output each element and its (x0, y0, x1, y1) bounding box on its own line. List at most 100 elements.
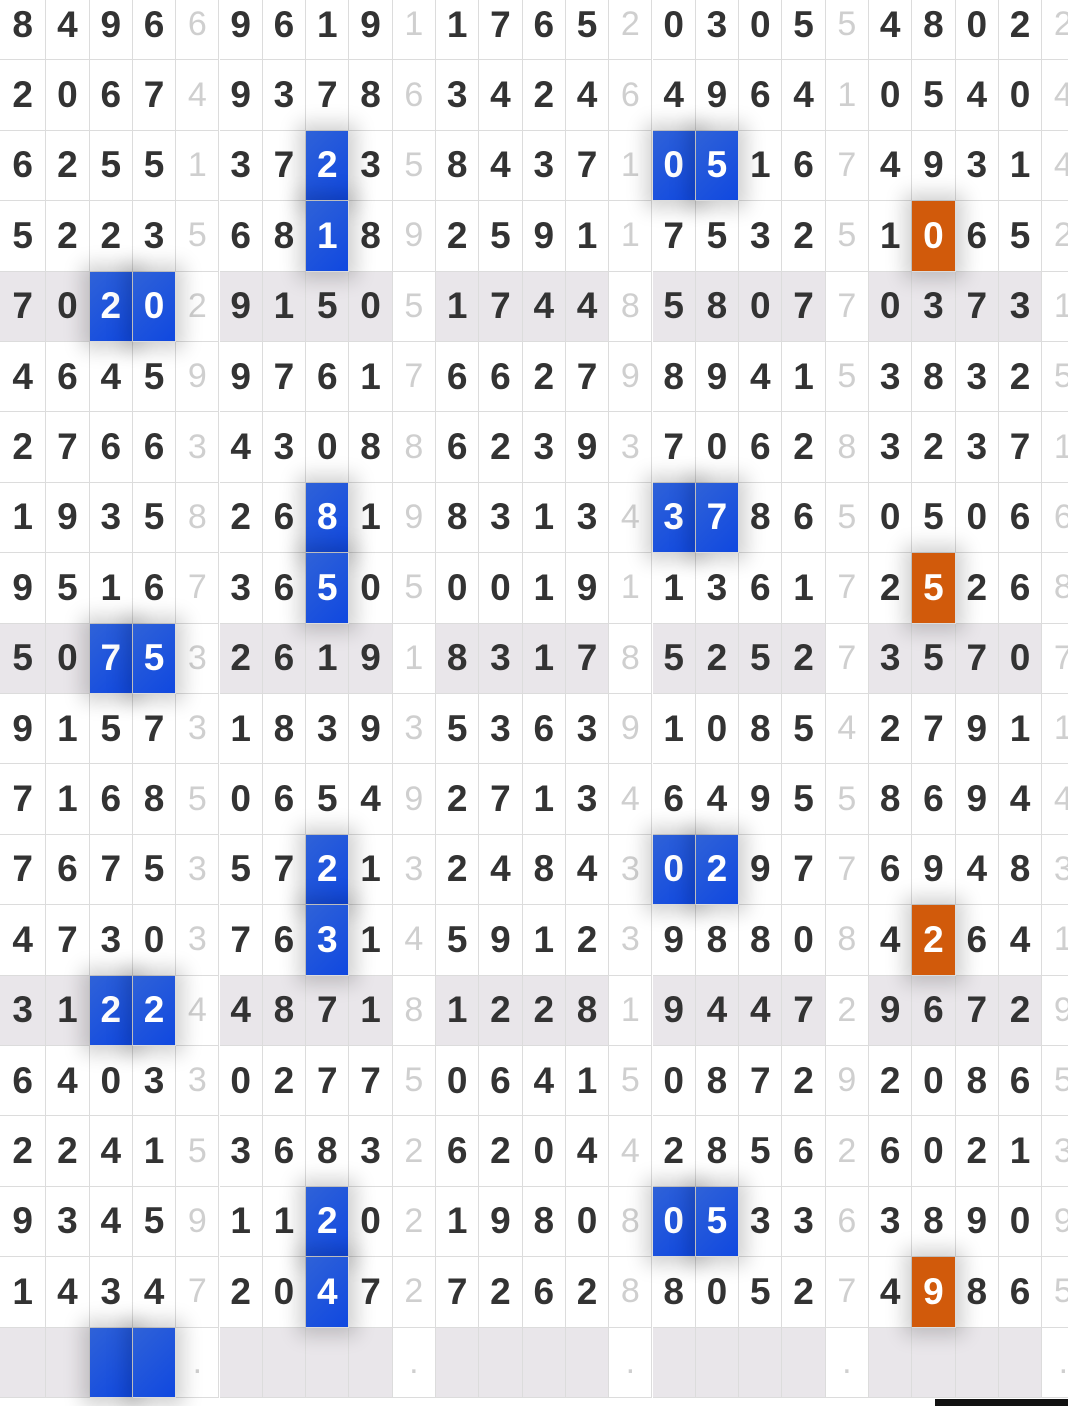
digit-cell: 8 (262, 201, 307, 272)
digit-cell: 5 (436, 905, 480, 976)
digit-cell: 7 (565, 623, 610, 694)
separator-cell: . (1042, 1328, 1068, 1398)
separator-cell: 5 (1042, 1046, 1068, 1117)
digit-cell: 1 (522, 553, 566, 624)
digit-cell: 5 (695, 1186, 740, 1258)
digit-cell: 1 (998, 130, 1043, 202)
digit-cell: 1 (436, 975, 480, 1046)
digit-cell: 5 (132, 1186, 177, 1258)
digit-cell: 2 (46, 130, 90, 202)
digit-cell: 0 (565, 1186, 610, 1258)
digit-cell: 7 (46, 905, 90, 976)
separator-cell: 5 (392, 130, 436, 202)
separator-cell: 5 (392, 1046, 436, 1117)
digit-cell: 1 (89, 553, 133, 624)
digit-cell: 9 (565, 412, 610, 483)
digit-cell: 4 (565, 271, 610, 342)
separator-cell: 8 (825, 412, 869, 483)
separator-cell: 4 (1042, 131, 1068, 202)
digit-cell: 5 (479, 201, 523, 272)
digit-cell: 1 (522, 623, 566, 694)
digit-cell: 4 (869, 1257, 913, 1328)
digit-cell: 3 (565, 764, 610, 835)
digit-cell: 0 (436, 1046, 480, 1117)
digit-cell: 1 (522, 482, 566, 554)
digit-cell: 2 (306, 834, 350, 906)
separator-cell: . (176, 1327, 220, 1398)
digit-cell: 9 (0, 1186, 47, 1258)
digit-cell: 2 (479, 1257, 523, 1328)
separator-cell: 7 (825, 623, 869, 694)
digit-cell: 9 (912, 130, 956, 202)
digit-cell: 8 (869, 764, 913, 835)
separator-cell: 4 (609, 482, 653, 554)
separator-cell: 9 (825, 1046, 869, 1117)
digit-cell: 5 (436, 694, 480, 765)
digit-cell: 9 (219, 60, 263, 131)
digit-cell (782, 1327, 826, 1398)
digit-cell: 9 (349, 623, 393, 694)
separator-cell: 5 (825, 342, 869, 413)
separator-cell: 5 (176, 764, 220, 835)
digit-cell: 2 (998, 0, 1043, 61)
digit-cell: 9 (869, 975, 913, 1046)
digit-cell: 8 (522, 834, 566, 906)
digit-cell: 8 (436, 623, 480, 694)
digit-cell: 3 (479, 482, 523, 554)
digit-cell: 4 (349, 764, 393, 835)
digit-cell: 3 (306, 694, 350, 765)
digit-cell: 3 (219, 1116, 263, 1187)
digit-cell: 5 (912, 623, 956, 694)
digit-cell: 8 (306, 1116, 350, 1187)
digit-cell: 0 (955, 482, 999, 554)
digit-cell: 4 (998, 764, 1043, 835)
digit-cell: 2 (565, 905, 610, 976)
digit-cell: 1 (219, 1186, 263, 1258)
digit-cell (652, 1327, 696, 1398)
separator-cell: 5 (1042, 342, 1068, 413)
separator-cell: . (825, 1327, 869, 1398)
digit-cell: 4 (869, 0, 913, 61)
digit-cell: 2 (479, 1116, 523, 1187)
digit-cell: 2 (955, 1116, 999, 1187)
digit-cell: 2 (652, 1116, 696, 1187)
digit-cell: 6 (998, 1257, 1043, 1328)
separator-cell: 9 (392, 482, 436, 554)
digit-cell: 1 (0, 1257, 47, 1328)
digit-cell: 3 (349, 130, 393, 202)
digit-cell: 8 (955, 1257, 999, 1328)
digit-cell: 4 (782, 60, 826, 131)
digit-cell: 6 (479, 1046, 523, 1117)
digit-cell: 6 (869, 834, 913, 906)
digit-cell: 7 (739, 1046, 783, 1117)
separator-cell: 4 (176, 975, 220, 1046)
digit-cell: 6 (262, 482, 307, 554)
digit-cell: 6 (739, 553, 783, 624)
separator-cell: 6 (1042, 483, 1068, 554)
separator-cell: 7 (825, 271, 869, 342)
digit-cell: 8 (436, 482, 480, 554)
digit-cell: 8 (652, 1257, 696, 1328)
digit-cell: 7 (306, 975, 350, 1046)
digit-cell: 6 (262, 623, 307, 694)
digit-cell: 5 (0, 623, 47, 694)
separator-cell: 6 (392, 60, 436, 131)
digit-cell: 2 (565, 1257, 610, 1328)
separator-cell: 2 (392, 1257, 436, 1328)
digit-cell: 9 (479, 905, 523, 976)
digit-cell: 8 (695, 1046, 740, 1117)
separator-cell: 9 (609, 342, 653, 413)
digit-cell: 8 (262, 975, 307, 1046)
separator-cell: 2 (825, 975, 869, 1046)
digit-cell: 6 (782, 130, 826, 202)
digit-cell: 3 (306, 905, 350, 976)
separator-cell: 5 (392, 553, 436, 624)
digit-cell: 4 (955, 60, 999, 131)
digit-cell: 7 (782, 834, 826, 906)
digit-cell: 0 (652, 834, 696, 906)
digit-cell: 4 (479, 834, 523, 906)
digit-cell (912, 1327, 956, 1398)
digit-cell: 6 (912, 975, 956, 1046)
digit-cell: 8 (739, 482, 783, 554)
digit-cell: 1 (869, 201, 913, 272)
